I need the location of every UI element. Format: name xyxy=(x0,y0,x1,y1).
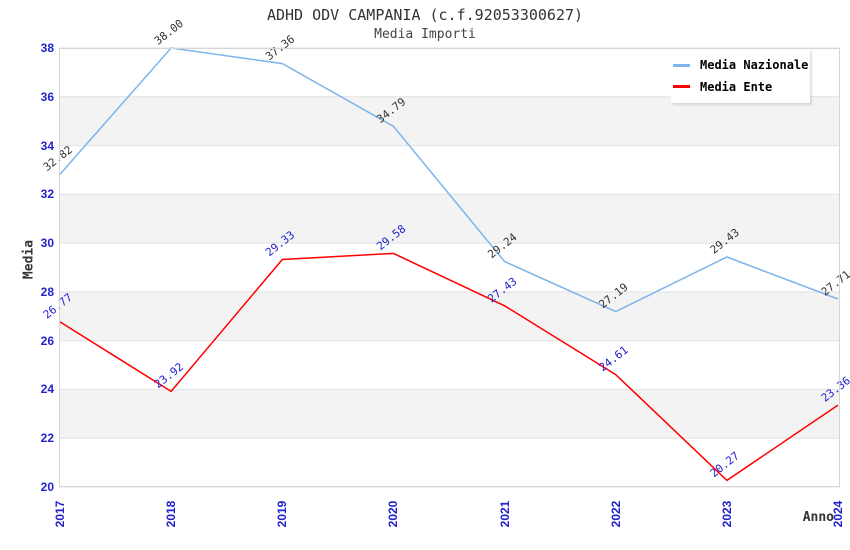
legend-label: Media Nazionale xyxy=(700,58,809,73)
y-tick-label: 22 xyxy=(40,431,54,446)
line-chart-svg: 32.8238.0037.3634.7929.2427.1929.4327.71… xyxy=(41,17,850,488)
legend-item-media-nazionale: Media Nazionale xyxy=(673,58,810,72)
legend-label: Media Ente xyxy=(700,79,773,94)
svg-text:20.27: 20.27 xyxy=(708,449,742,480)
x-tick-label: 2023 xyxy=(719,500,734,528)
chart-subtitle: Media Importi xyxy=(374,27,476,42)
x-axis-label: Anno xyxy=(802,510,834,525)
svg-text:23.92: 23.92 xyxy=(152,360,186,391)
y-tick-label: 28 xyxy=(40,284,54,299)
y-axis-label: Media xyxy=(21,239,37,280)
y-tick-label: 30 xyxy=(40,236,54,251)
svg-text:24.61: 24.61 xyxy=(596,344,630,375)
x-tick-label: 2019 xyxy=(275,500,290,528)
plot-area: 32.82 38.00 37.36 34.79 29.24 27.19 29.43 27.71… xyxy=(41,17,850,488)
x-tick-label: 2017 xyxy=(53,500,67,528)
x-tick-label: 2022 xyxy=(608,500,623,528)
y-tick-label: 24 xyxy=(40,382,54,397)
y-tick-label: 32 xyxy=(40,187,54,202)
legend: Media Nazionale Media Ente xyxy=(671,49,810,103)
y-tick-label: 38 xyxy=(40,41,54,55)
legend-line-swatch-blue xyxy=(673,63,690,67)
y-tick-label: 34 xyxy=(40,138,54,153)
y-tick-label: 20 xyxy=(40,480,54,494)
x-tick-label: 2021 xyxy=(497,500,512,528)
legend-item-media-ente: Media Ente xyxy=(673,80,810,94)
y-tick-label: 36 xyxy=(40,89,54,104)
x-tick-label: 2018 xyxy=(164,500,179,528)
chart-title: ADHD ODV CAMPANIA (c.f.92053300627) xyxy=(266,6,584,24)
x-tick-label: 2020 xyxy=(386,500,401,528)
y-tick-label: 26 xyxy=(40,333,54,348)
legend-line-swatch-red xyxy=(673,85,690,89)
